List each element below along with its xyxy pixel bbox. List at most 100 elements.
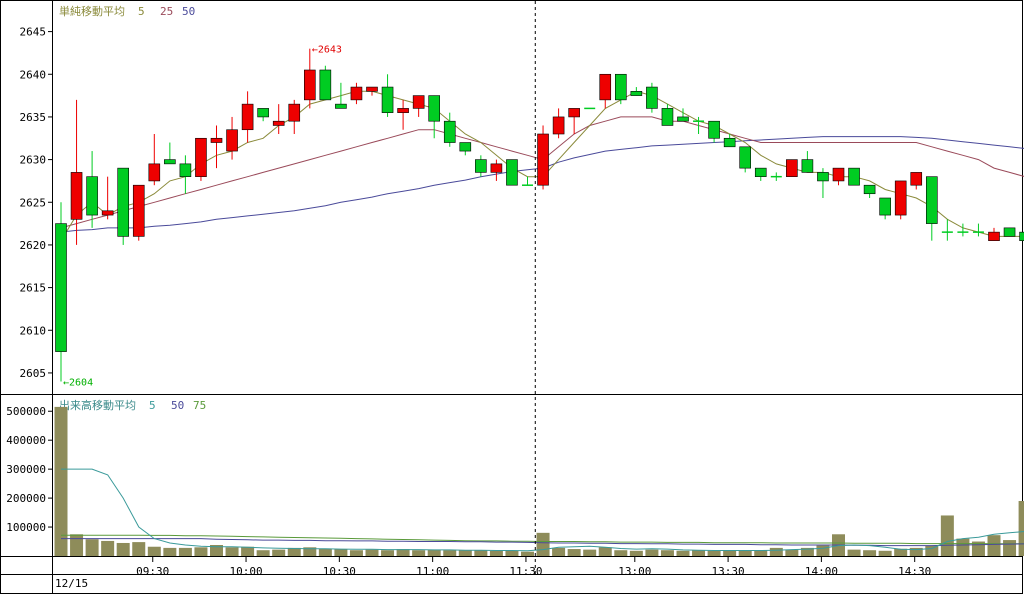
volume-bar [163, 548, 176, 556]
volume-bar [412, 550, 425, 556]
price-y-tick-label: 2615 [20, 282, 47, 295]
volume-legend-item: 75 [193, 399, 206, 412]
volume-bar [537, 533, 550, 556]
volume-bar [521, 552, 534, 556]
volume-bar [70, 534, 83, 556]
volume-bar [614, 550, 627, 556]
volume-legend: 出来高移動平均 5 50 75 [59, 398, 206, 412]
volume-bar [319, 549, 332, 556]
x-tick-label: 10:00 [229, 565, 262, 578]
candle [133, 185, 144, 240]
volume-bar [459, 550, 472, 556]
candle [646, 83, 657, 113]
volume-bar [677, 551, 690, 556]
candle [195, 138, 206, 181]
volume-bar [86, 539, 99, 556]
volume-bar [101, 541, 114, 556]
volume-bar [568, 549, 581, 556]
volume-bar [1019, 501, 1024, 556]
candle [118, 168, 129, 245]
volume-bar [194, 547, 207, 556]
price-y-tick-label: 2605 [20, 367, 47, 380]
x-tick-label: 13:00 [618, 565, 651, 578]
price-y-tick-label: 2645 [20, 26, 47, 39]
volume-bar [148, 547, 161, 556]
volume-y-tick-label: 200000 [6, 492, 46, 505]
volume-bar [381, 550, 394, 556]
volume-bar [879, 551, 892, 556]
volume-bar [257, 550, 270, 556]
volume-bar [505, 551, 518, 556]
candle [506, 160, 517, 186]
volume-bar [55, 407, 68, 556]
volume-bar [754, 550, 767, 556]
price-extreme-label: ←2643 [312, 45, 342, 56]
x-tick-label: 10:30 [323, 565, 356, 578]
price-y-tick-label: 2625 [20, 196, 47, 209]
price-legend-title: 単純移動平均 [59, 4, 125, 18]
price-y-tick-label: 2635 [20, 111, 47, 124]
volume-bar [552, 548, 565, 556]
volume-bar [350, 550, 363, 556]
volume-bar [132, 542, 145, 556]
price-legend-item: 25 [160, 5, 173, 18]
volume-bar [661, 550, 674, 556]
volume-y-tick-label: 500000 [6, 405, 46, 418]
volume-bar [443, 550, 456, 556]
volume-y-tick-label: 300000 [6, 463, 46, 476]
volume-bar [863, 550, 876, 556]
date-label: 12/15 [55, 577, 88, 590]
x-tick-label: 14:30 [898, 565, 931, 578]
candle [615, 74, 626, 104]
volume-bar [708, 551, 721, 556]
volume-bar [1003, 540, 1016, 556]
candle [849, 168, 860, 185]
volume-legend-title: 出来高移動平均 [59, 398, 136, 412]
x-tick-label: 13:30 [712, 565, 745, 578]
price-y-tick-label: 2630 [20, 154, 47, 167]
volume-y-tick-label: 400000 [6, 434, 46, 447]
volume-bar [366, 550, 379, 556]
volume-bar [583, 550, 596, 556]
x-tick-label: 11:00 [416, 565, 449, 578]
volume-bar [334, 549, 347, 556]
volume-bar [117, 543, 130, 556]
x-tick-label: 09:30 [136, 565, 169, 578]
volume-bar [645, 550, 658, 556]
volume-bar [241, 547, 254, 556]
x-tick-label: 11:30 [509, 565, 542, 578]
volume-bar [723, 551, 736, 556]
volume-bar [630, 551, 643, 556]
volume-bar [692, 550, 705, 556]
volume-bar [288, 548, 301, 556]
volume-bar [956, 539, 969, 556]
price-legend-item: 5 [138, 5, 145, 18]
volume-bar [848, 550, 861, 556]
price-extreme-label: ←2604 [63, 377, 93, 388]
volume-bar [988, 535, 1001, 556]
x-tick-label: 14:00 [805, 565, 838, 578]
price-y-tick-label: 2640 [20, 68, 47, 81]
price-legend-item: 50 [182, 5, 195, 18]
candle [538, 125, 549, 189]
volume-bar [272, 550, 285, 556]
candle [320, 66, 331, 100]
candle [1004, 228, 1015, 237]
price-y-tick-label: 2620 [20, 239, 47, 252]
volume-legend-item: 5 [149, 399, 156, 412]
price-y-tick-label: 2610 [20, 324, 47, 337]
candle [786, 160, 797, 177]
volume-bar [770, 548, 783, 556]
volume-bar [428, 550, 441, 556]
volume-bar [739, 550, 752, 556]
volume-bar [785, 550, 798, 556]
volume-y-tick-label: 100000 [6, 521, 46, 534]
volume-legend-item: 50 [171, 399, 184, 412]
candle [895, 181, 906, 219]
volume-bar [599, 547, 612, 556]
volume-bar [179, 548, 192, 556]
volume-bar [941, 515, 954, 556]
